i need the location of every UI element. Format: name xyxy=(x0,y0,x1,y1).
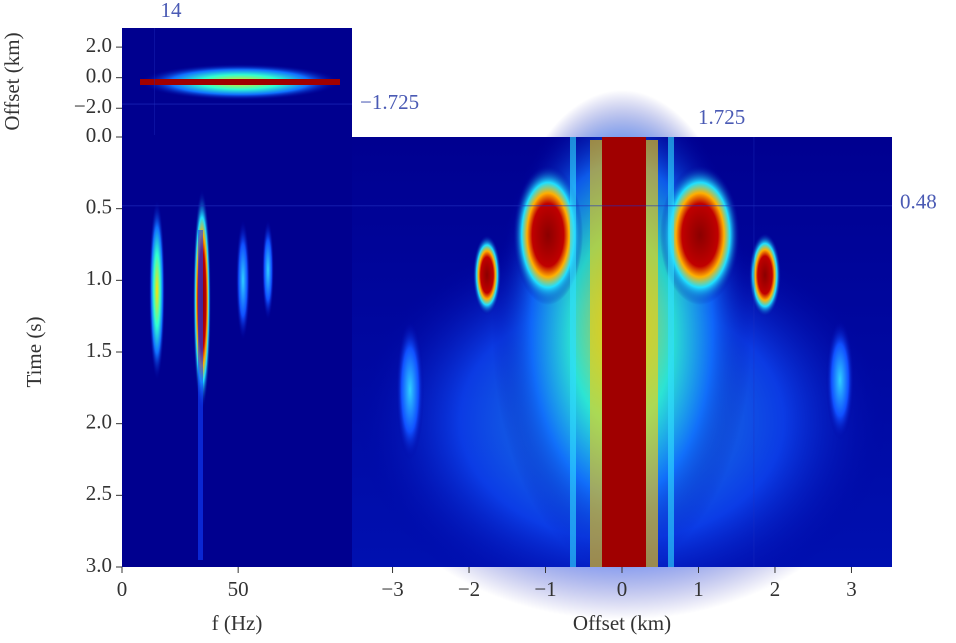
x-tick-label: 3 xyxy=(846,577,857,601)
y-tick-label: 2.5 xyxy=(86,481,112,505)
y-axis-label: Offset (km) xyxy=(0,32,24,130)
x-axis-label: f (Hz) xyxy=(212,611,263,635)
x-tick-label: 0 xyxy=(617,577,628,601)
y-tick-label: 2.0 xyxy=(86,409,112,433)
frequency-time-image xyxy=(122,135,352,567)
y-tick-label: 2.0 xyxy=(86,33,112,57)
annotation: −1.725 xyxy=(360,90,419,114)
annotation: 14 xyxy=(161,0,183,22)
annotation: 1.725 xyxy=(698,105,745,129)
x-tick-label: −2 xyxy=(458,577,480,601)
y-tick-label: 1.0 xyxy=(86,266,112,290)
spectrum-image xyxy=(122,28,352,135)
y-tick-label: 3.0 xyxy=(86,553,112,577)
x-tick-label: −3 xyxy=(381,577,403,601)
y-tick-label: 0.5 xyxy=(86,194,112,218)
offset-time-image xyxy=(352,90,892,620)
x-tick-label: 1 xyxy=(693,577,704,601)
y-tick-label: 1.5 xyxy=(86,338,112,362)
x-tick-label: 50 xyxy=(228,577,249,601)
annotation: 0.48 xyxy=(900,190,937,214)
y-tick-label: −2.0 xyxy=(74,94,112,118)
y-tick-label: 0.0 xyxy=(86,63,112,87)
x-tick-label: −1 xyxy=(534,577,556,601)
y-tick-label: 0.0 xyxy=(86,123,112,147)
y-axis-label: Time (s) xyxy=(22,317,46,388)
x-axis-label: Offset (km) xyxy=(573,611,671,635)
x-tick-label: 0 xyxy=(117,577,128,601)
x-tick-label: 2 xyxy=(770,577,781,601)
